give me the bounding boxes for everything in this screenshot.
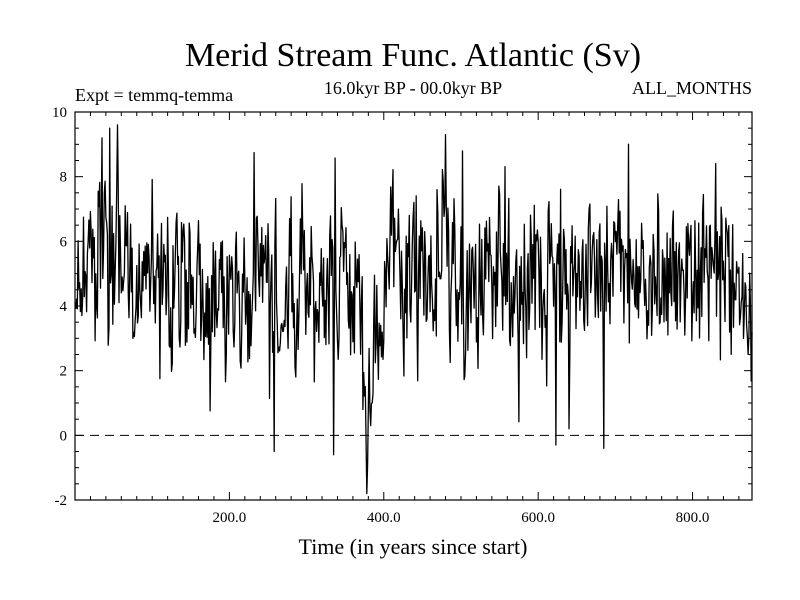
chart-subtitle-right: ALL_MONTHS (632, 78, 752, 98)
chart-subtitle-left: Expt = temmq-temma (75, 85, 233, 105)
x-tick-label: 200.0 (213, 510, 247, 526)
y-tick-label: 2 (60, 364, 68, 380)
y-tick-label: 10 (52, 105, 67, 121)
x-tick-label: 800.0 (676, 510, 710, 526)
x-tick-label: 600.0 (521, 510, 555, 526)
y-tick-label: 8 (60, 170, 68, 186)
y-tick-label: 6 (60, 234, 68, 250)
series-line-merid-stream-func (75, 124, 753, 495)
x-tick-label: 400.0 (367, 510, 401, 526)
plot-frame (74, 111, 753, 501)
y-tick-label: 0 (60, 428, 68, 444)
y-tick-label: 4 (60, 299, 68, 315)
x-axis: 200.0 400.0 600.0 800.0 (89, 112, 740, 526)
y-tick-label: -2 (55, 493, 68, 509)
y-axis: -2 0 2 4 6 8 10 (52, 105, 752, 509)
plot-area: -2 0 2 4 6 8 10 200.0 400.0 600.0 800.0 (52, 105, 753, 526)
chart-title: Merid Stream Func. Atlantic (Sv) (185, 37, 641, 74)
chart-subtitle-center: 16.0kyr BP - 00.0kyr BP (324, 78, 502, 98)
x-axis-label: Time (in years since start) (299, 534, 528, 559)
